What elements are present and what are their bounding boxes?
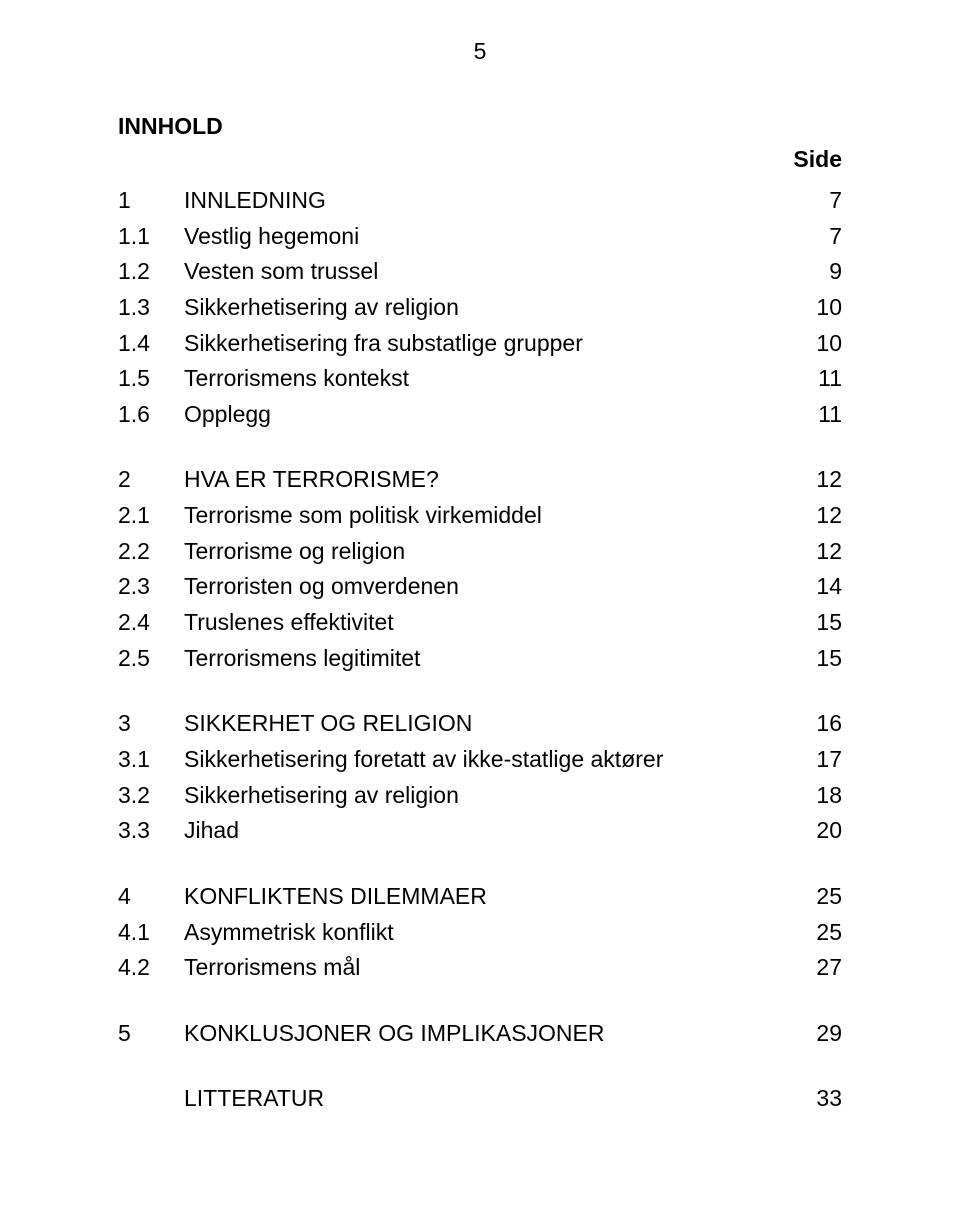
toc-row: 2 HVA ER TERRORISME? 12	[118, 462, 842, 498]
toc-entry-page: 29	[792, 1016, 842, 1052]
toc-entry-page: 15	[792, 641, 842, 677]
toc-row: 3.1 Sikkerhetisering foretatt av ikke-st…	[118, 742, 842, 778]
toc-row: 3.3 Jihad 20	[118, 813, 842, 849]
toc-entry-page: 7	[792, 219, 842, 255]
toc-entry-number: 1.5	[118, 361, 184, 397]
toc-group: 1 INNLEDNING 7 1.1 Vestlig hegemoni 7 1.…	[118, 183, 842, 432]
toc-entry-label: Terrorisme som politisk virkemiddel	[184, 498, 792, 534]
document-page: 5 INNHOLD Side 1 INNLEDNING 7 1.1 Vestli…	[0, 0, 960, 1207]
toc-entry-label: Terrorismens kontekst	[184, 361, 792, 397]
toc-entry-page: 11	[792, 361, 842, 397]
toc-entry-label: Terroristen og omverdenen	[184, 569, 792, 605]
toc-row: 3 SIKKERHET OG RELIGION 16	[118, 706, 842, 742]
toc-entry-page: 7	[792, 183, 842, 219]
toc-row: 2.3 Terroristen og omverdenen 14	[118, 569, 842, 605]
toc-row: 4 KONFLIKTENS DILEMMAER 25	[118, 879, 842, 915]
toc-entry-number: 4	[118, 879, 184, 915]
toc-entry-page: 17	[792, 742, 842, 778]
toc-group: 5 KONKLUSJONER OG IMPLIKASJONER 29	[118, 1016, 842, 1052]
toc-row: 2.2 Terrorisme og religion 12	[118, 534, 842, 570]
toc-entry-number: 1.3	[118, 290, 184, 326]
toc-entry-label: Vestlig hegemoni	[184, 219, 792, 255]
toc-entry-label: Truslenes effektivitet	[184, 605, 792, 641]
toc-row: 1.1 Vestlig hegemoni 7	[118, 219, 842, 255]
toc-row: 2.4 Truslenes effektivitet 15	[118, 605, 842, 641]
toc-entry-page: 25	[792, 915, 842, 951]
toc-entry-label: Sikkerhetisering av religion	[184, 778, 792, 814]
toc-row: 4.1 Asymmetrisk konflikt 25	[118, 915, 842, 951]
toc-entry-label: Terrorismens legitimitet	[184, 641, 792, 677]
toc-entry-number: 2.2	[118, 534, 184, 570]
toc-entry-page: 9	[792, 254, 842, 290]
toc-entry-number: 3.3	[118, 813, 184, 849]
toc-entry-number: 1.2	[118, 254, 184, 290]
toc-row: 2.1 Terrorisme som politisk virkemiddel …	[118, 498, 842, 534]
toc-entry-page: 14	[792, 569, 842, 605]
toc-entry-label: INNLEDNING	[184, 183, 792, 219]
toc-entry-page: 16	[792, 706, 842, 742]
page-number: 5	[118, 38, 842, 65]
toc-entry-label: Jihad	[184, 813, 792, 849]
toc-entry-page: 10	[792, 326, 842, 362]
toc-entry-page: 10	[792, 290, 842, 326]
toc-entry-page: 33	[792, 1081, 842, 1117]
toc-entry-number: 1	[118, 183, 184, 219]
toc-entry-page: 20	[792, 813, 842, 849]
toc-row: 1.4 Sikkerhetisering fra substatlige gru…	[118, 326, 842, 362]
toc-row: LITTERATUR 33	[118, 1081, 842, 1117]
toc-row: 4.2 Terrorismens mål 27	[118, 950, 842, 986]
toc-entry-page: 25	[792, 879, 842, 915]
toc-entry-page: 11	[792, 397, 842, 433]
toc-entry-number: 3	[118, 706, 184, 742]
toc-entry-label: Sikkerhetisering fra substatlige grupper	[184, 326, 792, 362]
toc-entry-label: LITTERATUR	[184, 1081, 792, 1117]
toc-row: 2.5 Terrorismens legitimitet 15	[118, 641, 842, 677]
toc-entry-number: 1.6	[118, 397, 184, 433]
toc-row: 1.3 Sikkerhetisering av religion 10	[118, 290, 842, 326]
toc-entry-label: Sikkerhetisering foretatt av ikke-statli…	[184, 742, 792, 778]
toc-entry-label: HVA ER TERRORISME?	[184, 462, 792, 498]
toc-entry-number: 3.1	[118, 742, 184, 778]
toc-group: 3 SIKKERHET OG RELIGION 16 3.1 Sikkerhet…	[118, 706, 842, 849]
toc-entry-number: 5	[118, 1016, 184, 1052]
toc-entry-page: 12	[792, 498, 842, 534]
toc-entry-label: Terrorisme og religion	[184, 534, 792, 570]
toc-entry-label: Vesten som trussel	[184, 254, 792, 290]
toc-entry-number: 3.2	[118, 778, 184, 814]
toc-entry-label: Asymmetrisk konflikt	[184, 915, 792, 951]
toc-row: 1.6 Opplegg 11	[118, 397, 842, 433]
toc-entry-label: Sikkerhetisering av religion	[184, 290, 792, 326]
toc-entry-label: Terrorismens mål	[184, 950, 792, 986]
toc-entry-label: KONKLUSJONER OG IMPLIKASJONER	[184, 1016, 792, 1052]
toc-entry-number: 4.1	[118, 915, 184, 951]
toc-entry-page: 18	[792, 778, 842, 814]
toc-row: 1.5 Terrorismens kontekst 11	[118, 361, 842, 397]
toc-row: 5 KONKLUSJONER OG IMPLIKASJONER 29	[118, 1016, 842, 1052]
toc-row: 1.2 Vesten som trussel 9	[118, 254, 842, 290]
toc-entry-page: 12	[792, 462, 842, 498]
toc-entry-number: 4.2	[118, 950, 184, 986]
toc-row: 3.2 Sikkerhetisering av religion 18	[118, 778, 842, 814]
toc-entry-number: 2.1	[118, 498, 184, 534]
toc-entry-number: 2.5	[118, 641, 184, 677]
toc-entry-label: SIKKERHET OG RELIGION	[184, 706, 792, 742]
toc-entry-page: 15	[792, 605, 842, 641]
toc-entry-label: Opplegg	[184, 397, 792, 433]
toc-entry-number: 2.4	[118, 605, 184, 641]
toc-entry-number: 1.1	[118, 219, 184, 255]
toc-group: 2 HVA ER TERRORISME? 12 2.1 Terrorisme s…	[118, 462, 842, 676]
toc-row: 1 INNLEDNING 7	[118, 183, 842, 219]
toc-entry-page: 27	[792, 950, 842, 986]
toc-entry-number: 2	[118, 462, 184, 498]
toc-side-label: Side	[118, 146, 842, 173]
toc-entry-number: 2.3	[118, 569, 184, 605]
toc-group: LITTERATUR 33	[118, 1081, 842, 1117]
toc-title: INNHOLD	[118, 113, 842, 140]
toc-entry-label: KONFLIKTENS DILEMMAER	[184, 879, 792, 915]
toc-entry-number: 1.4	[118, 326, 184, 362]
toc-group: 4 KONFLIKTENS DILEMMAER 25 4.1 Asymmetri…	[118, 879, 842, 986]
toc-entry-page: 12	[792, 534, 842, 570]
